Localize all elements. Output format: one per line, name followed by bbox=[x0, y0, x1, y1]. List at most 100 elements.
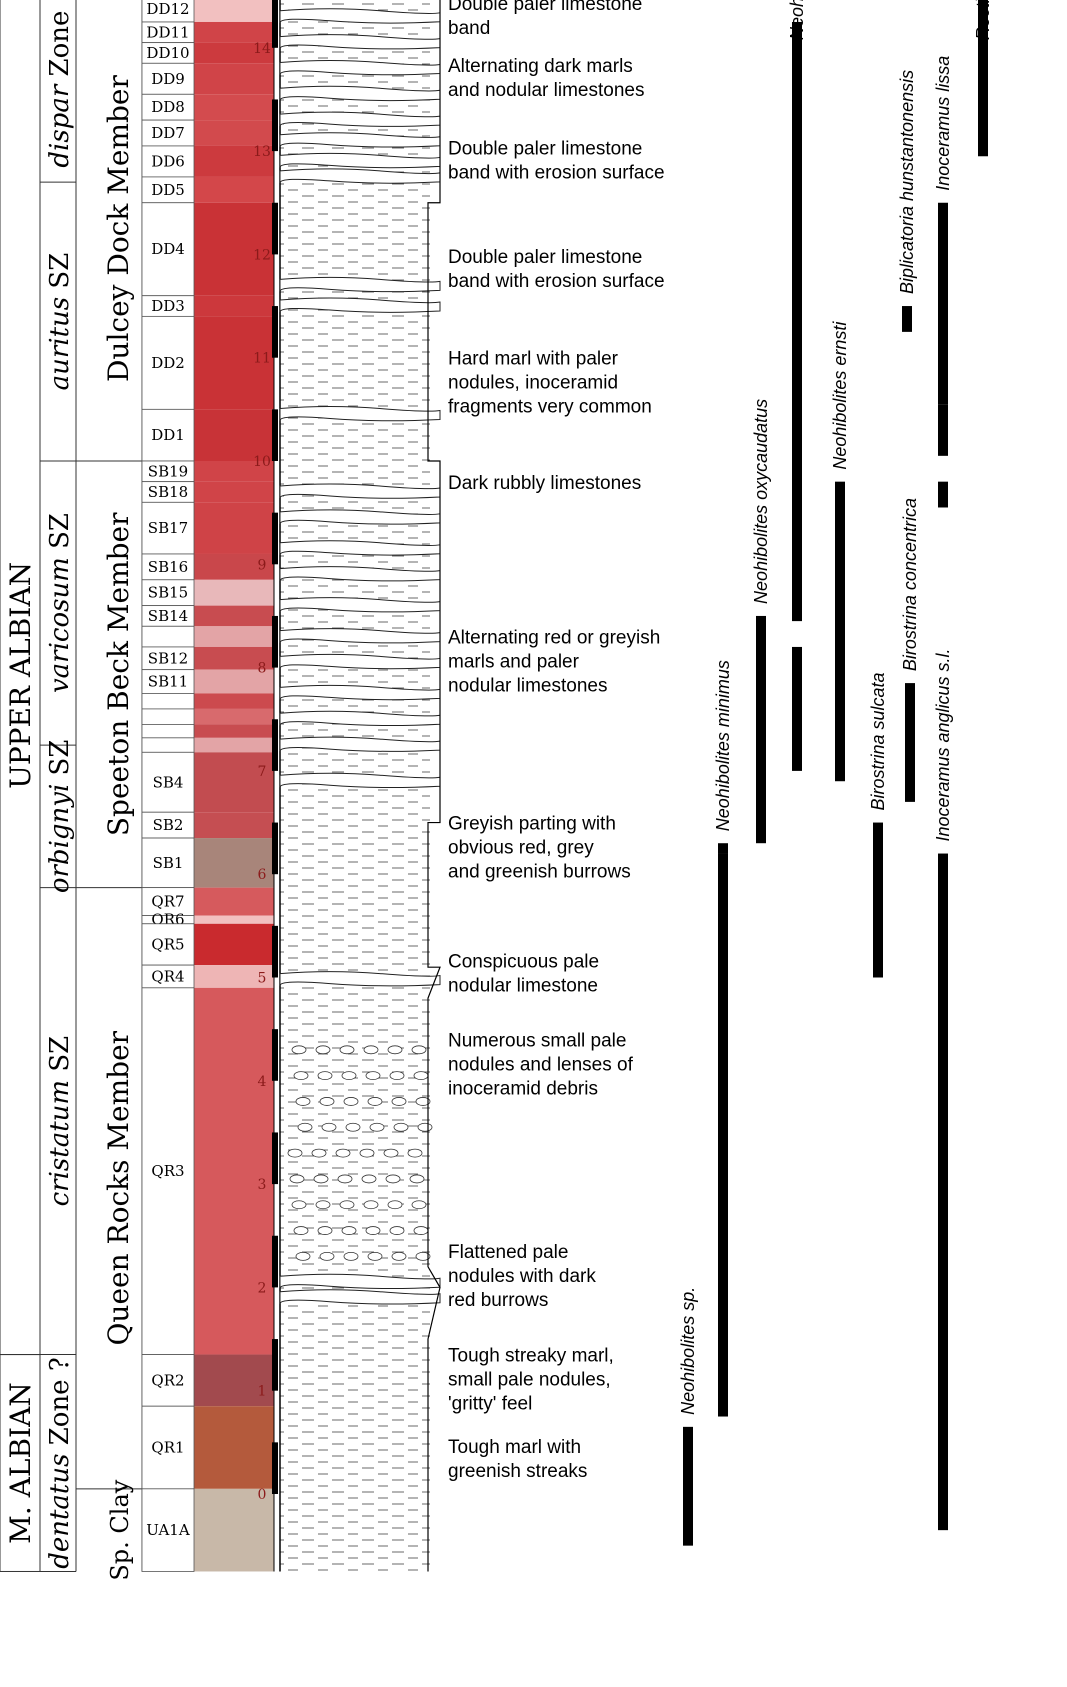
zone-label: varicosum SZ bbox=[45, 513, 75, 693]
taxon-range-bar bbox=[905, 683, 915, 802]
bed-column: DD12 DD11 DD10 DD9 DD8 DD7 DD6 DD5 DD4 DD3 DD2 DD1 S… bbox=[141, 0, 274, 1572]
limestone-band bbox=[279, 297, 441, 313]
bed-box bbox=[141, 693, 195, 710]
scale-tick-label: 13 bbox=[253, 144, 271, 160]
description-line: and greenish burrows bbox=[448, 862, 631, 883]
description-line: nodular limestones bbox=[448, 676, 607, 697]
bed-colour-band bbox=[194, 923, 274, 966]
taxon-label: Inoceramus lissa bbox=[933, 56, 953, 191]
nodule bbox=[293, 1071, 309, 1081]
taxon-label: Rectithyris depressa bbox=[973, 0, 993, 40]
zone-label: orbignyi SZ bbox=[45, 740, 75, 894]
bed-label: QR1 bbox=[151, 1439, 184, 1457]
scale-tick-label: 5 bbox=[258, 971, 267, 987]
description-line: Greyish parting with bbox=[448, 814, 616, 835]
description-line: band with erosion surface bbox=[448, 163, 665, 184]
bed-box bbox=[141, 145, 195, 178]
bed-colour-band bbox=[194, 42, 274, 64]
bed-label: DD10 bbox=[146, 44, 189, 62]
description-line: nodules with dark bbox=[448, 1266, 596, 1287]
nodule bbox=[407, 1148, 423, 1158]
scale-segment bbox=[272, 1339, 278, 1391]
bed-colour-band bbox=[194, 724, 274, 738]
description-line: Alternating dark marls bbox=[448, 56, 633, 77]
zone-label: dentatus Zone ? bbox=[45, 1357, 75, 1569]
description-line: nodules and lenses of bbox=[448, 1054, 634, 1075]
bed-colour-band bbox=[194, 752, 274, 813]
bed-label: SB19 bbox=[148, 462, 188, 480]
nodule bbox=[291, 1200, 307, 1210]
scale-segment bbox=[272, 925, 278, 978]
bed-colour-band bbox=[194, 202, 274, 296]
nodule bbox=[295, 1097, 311, 1106]
nodule bbox=[361, 1174, 377, 1184]
stage-label: M. ALBIAN bbox=[4, 1382, 37, 1544]
bed-colour-band bbox=[194, 838, 274, 888]
bed-label: SB1 bbox=[153, 854, 184, 872]
lithology-right-edge bbox=[427, 0, 441, 1572]
scale-tick-label: 9 bbox=[258, 557, 267, 573]
bed-box bbox=[141, 987, 195, 1355]
taxon-range-bar bbox=[938, 481, 948, 508]
bed-box bbox=[141, 708, 195, 725]
description-line: band bbox=[448, 18, 490, 39]
nodule bbox=[385, 1174, 401, 1184]
bed-box bbox=[141, 724, 195, 739]
bed-colour-band bbox=[194, 887, 274, 916]
scale-segment bbox=[272, 99, 278, 152]
taxon-range-bar bbox=[873, 822, 883, 978]
bed-box bbox=[141, 1354, 195, 1407]
nodule bbox=[317, 1226, 333, 1235]
bed-box bbox=[141, 737, 195, 753]
lithology-log bbox=[279, 0, 441, 1572]
bed-label: SB12 bbox=[148, 649, 188, 667]
nodule bbox=[365, 1226, 381, 1235]
scale-segment bbox=[272, 202, 278, 255]
scale-tick-label: 14 bbox=[253, 41, 271, 57]
bed-colour-band bbox=[194, 553, 274, 580]
nodule bbox=[387, 1200, 403, 1210]
member-label: Speeton Beck Member bbox=[102, 512, 135, 836]
bed-label: DD8 bbox=[151, 98, 185, 116]
scale-tick-label: 1 bbox=[258, 1384, 267, 1400]
zone-name: dentatus bbox=[45, 1454, 75, 1569]
bed-label: DD3 bbox=[151, 297, 185, 315]
nodule bbox=[315, 1045, 331, 1055]
nodule bbox=[339, 1045, 355, 1055]
bed-label: SB2 bbox=[153, 816, 184, 834]
bed-colour-band bbox=[194, 21, 274, 43]
description-line: Conspicuous pale bbox=[448, 952, 599, 973]
taxon-range-bar bbox=[756, 615, 766, 844]
bed-colour-band bbox=[194, 626, 274, 647]
scale-tick-label: 11 bbox=[253, 351, 271, 367]
bed-colour-band bbox=[194, 94, 274, 121]
bed-box bbox=[141, 119, 195, 147]
nodule bbox=[415, 1097, 431, 1106]
description-line: obvious red, grey bbox=[448, 838, 594, 859]
taxon-range-bar bbox=[792, 21, 802, 622]
bed-colour-band bbox=[194, 1488, 274, 1572]
nodule bbox=[389, 1226, 405, 1235]
bed-colour-band bbox=[194, 579, 274, 606]
bed-label: SB14 bbox=[148, 607, 188, 625]
bed-label: SB17 bbox=[148, 519, 188, 537]
nodule bbox=[387, 1045, 403, 1055]
taxon-range-bar bbox=[792, 646, 802, 771]
limestone-band bbox=[279, 971, 441, 987]
bed-label: SB15 bbox=[148, 584, 188, 602]
nodule bbox=[363, 1045, 379, 1055]
bed-colour-band bbox=[194, 693, 274, 709]
description-line: Flattened pale bbox=[448, 1242, 568, 1263]
zone-name: varicosum bbox=[45, 557, 75, 693]
taxon-range-bar bbox=[718, 843, 728, 854]
taxon-range-bar bbox=[683, 1426, 693, 1546]
bed-colour-band bbox=[194, 176, 274, 203]
bed-box bbox=[141, 315, 195, 410]
nodule bbox=[367, 1252, 383, 1261]
bed-colour-band bbox=[194, 669, 274, 694]
bed-label: SB16 bbox=[148, 558, 188, 576]
scale-segment bbox=[272, 409, 278, 461]
